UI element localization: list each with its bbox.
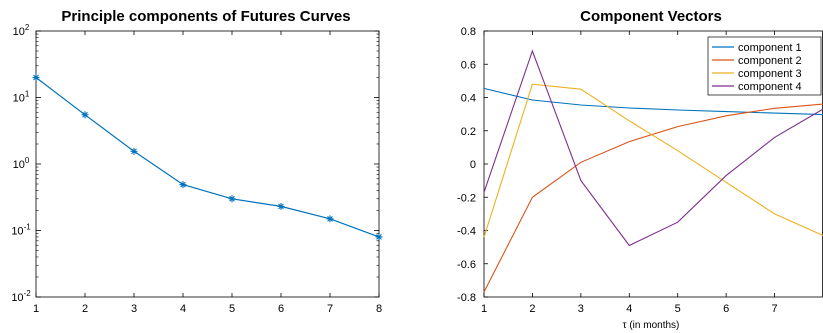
legend-entry-label: component 2 (738, 55, 802, 67)
right-series-line (483, 83, 823, 238)
left-y-tick-label: 101 (13, 90, 30, 105)
left-y-tick-label: 102 (13, 23, 30, 38)
right-y-tick-label: -0.6 (457, 259, 476, 271)
left-data-point (228, 195, 236, 203)
right-x-tick-label: 3 (578, 303, 584, 315)
right-y-tick-label: -0.4 (457, 226, 476, 238)
left-data-point (326, 215, 334, 223)
left-data-point (81, 111, 89, 119)
right-x-axis-label: τ (in months) (623, 320, 680, 331)
left-x-tick-label: 7 (327, 303, 333, 315)
left-data-point (130, 147, 138, 155)
right-x-tick-label: 5 (675, 303, 681, 315)
left-chart-title: Principle components of Futures Curves (61, 8, 350, 25)
left-x-tick-label: 2 (82, 303, 88, 315)
left-data-point (375, 233, 383, 241)
right-chart: Component Vectors 1 2 3 4 5 6 7 -0.8 -0.6 -0.4 -0.… (457, 8, 823, 331)
left-x-tick-label: 5 (229, 303, 235, 315)
left-data-point (32, 73, 40, 81)
left-axes-box (35, 30, 380, 298)
right-x-tick-label: 1 (481, 303, 487, 315)
left-x-tick-label: 3 (131, 303, 137, 315)
right-x-tick-label: 7 (772, 303, 778, 315)
left-chart: Principle components of Futures Curves 1… (11, 8, 383, 315)
left-data-point (179, 181, 187, 189)
left-x-tick-label: 6 (278, 303, 284, 315)
left-plot-area: 1 2 3 4 5 6 7 8 10-2 10-1 100 101 102 (11, 23, 383, 315)
right-y-tick-label: 0.8 (461, 26, 476, 38)
left-series-line (35, 77, 380, 238)
left-y-tick-label: 10-2 (11, 289, 31, 304)
left-y-tick-label: 100 (13, 156, 30, 171)
right-series-line (483, 103, 823, 293)
right-plot-area: 1 2 3 4 5 6 7 -0.8 -0.6 -0.4 -0.2 0 0.2 0.4 0.6 0.8 comp… (457, 26, 823, 315)
right-x-tick-label: 6 (723, 303, 729, 315)
left-x-tick-label: 8 (376, 303, 382, 315)
right-y-tick-label: -0.2 (457, 192, 476, 204)
right-y-tick-label: 0.6 (461, 59, 476, 71)
left-y-tick-label: 10-1 (11, 223, 31, 238)
legend-entry-label: component 4 (738, 81, 802, 93)
right-series-line (483, 49, 823, 247)
right-y-tick-label: -0.8 (457, 292, 476, 304)
left-data-point (277, 202, 285, 210)
legend-entry-label: component 1 (738, 42, 802, 54)
right-y-tick-label: 0.4 (461, 93, 476, 105)
right-chart-title: Component Vectors (580, 8, 722, 25)
right-y-tick-label: 0 (470, 159, 476, 171)
right-x-tick-label: 2 (529, 303, 535, 315)
right-y-tick-label: 0.2 (461, 126, 476, 138)
left-x-tick-label: 4 (180, 303, 186, 315)
right-x-tick-label: 4 (626, 303, 632, 315)
right-series-line (483, 87, 823, 116)
legend-entry-label: component 3 (738, 68, 802, 80)
left-x-tick-label: 1 (33, 303, 39, 315)
